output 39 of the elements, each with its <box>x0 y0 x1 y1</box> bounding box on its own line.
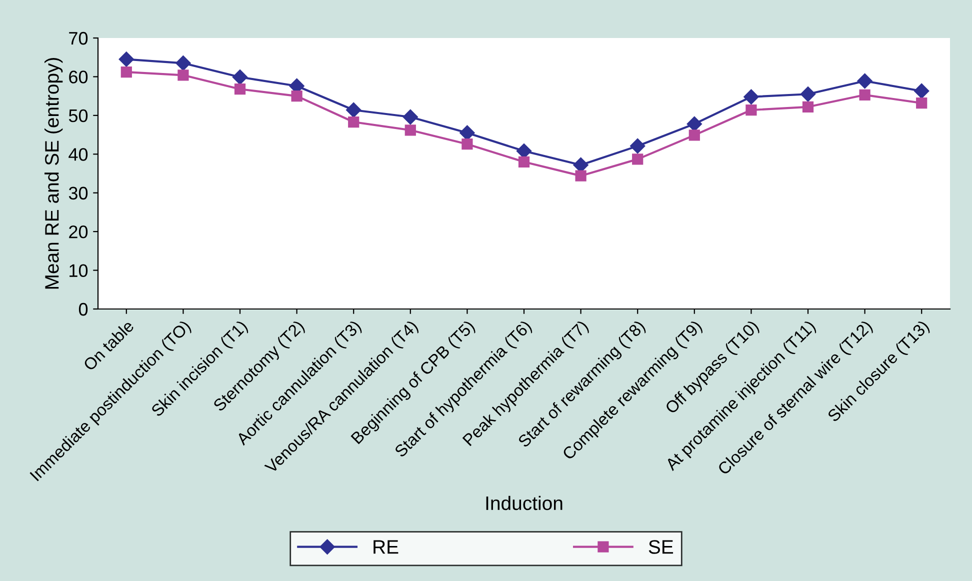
point <box>176 56 191 71</box>
y-tick-label: 30 <box>68 186 88 200</box>
point <box>916 97 928 109</box>
point <box>746 104 757 116</box>
y-tick-label: 0 <box>78 302 88 316</box>
point <box>744 89 759 104</box>
y-axis-title: Mean RE and SE (entropy) <box>44 58 63 289</box>
point <box>575 170 586 182</box>
y-tick-label: 50 <box>68 109 88 122</box>
point <box>688 130 700 141</box>
point <box>857 73 872 89</box>
y-tick-label: 10 <box>70 264 88 278</box>
legend-label: RE <box>374 540 398 554</box>
point <box>462 138 473 150</box>
point <box>632 154 644 165</box>
point <box>234 84 246 95</box>
point <box>460 125 475 140</box>
point <box>348 116 360 128</box>
point <box>686 116 702 132</box>
point <box>859 89 870 100</box>
point <box>518 156 530 168</box>
point <box>630 138 646 154</box>
point <box>232 70 248 85</box>
point <box>178 70 189 81</box>
legend-label: SE <box>648 540 674 554</box>
point <box>291 90 302 102</box>
y-tick-label: 60 <box>69 70 88 84</box>
point <box>402 109 418 125</box>
point <box>120 66 132 78</box>
point <box>914 83 930 99</box>
x-axis-title: Induction <box>486 496 562 510</box>
point <box>800 86 816 102</box>
y-tick-label: 20 <box>69 226 88 238</box>
point <box>404 124 416 136</box>
y-tick-label: 40 <box>68 148 88 161</box>
point <box>118 52 134 67</box>
point <box>802 101 814 112</box>
point <box>346 102 362 118</box>
y-tick-label: 70 <box>69 32 88 45</box>
